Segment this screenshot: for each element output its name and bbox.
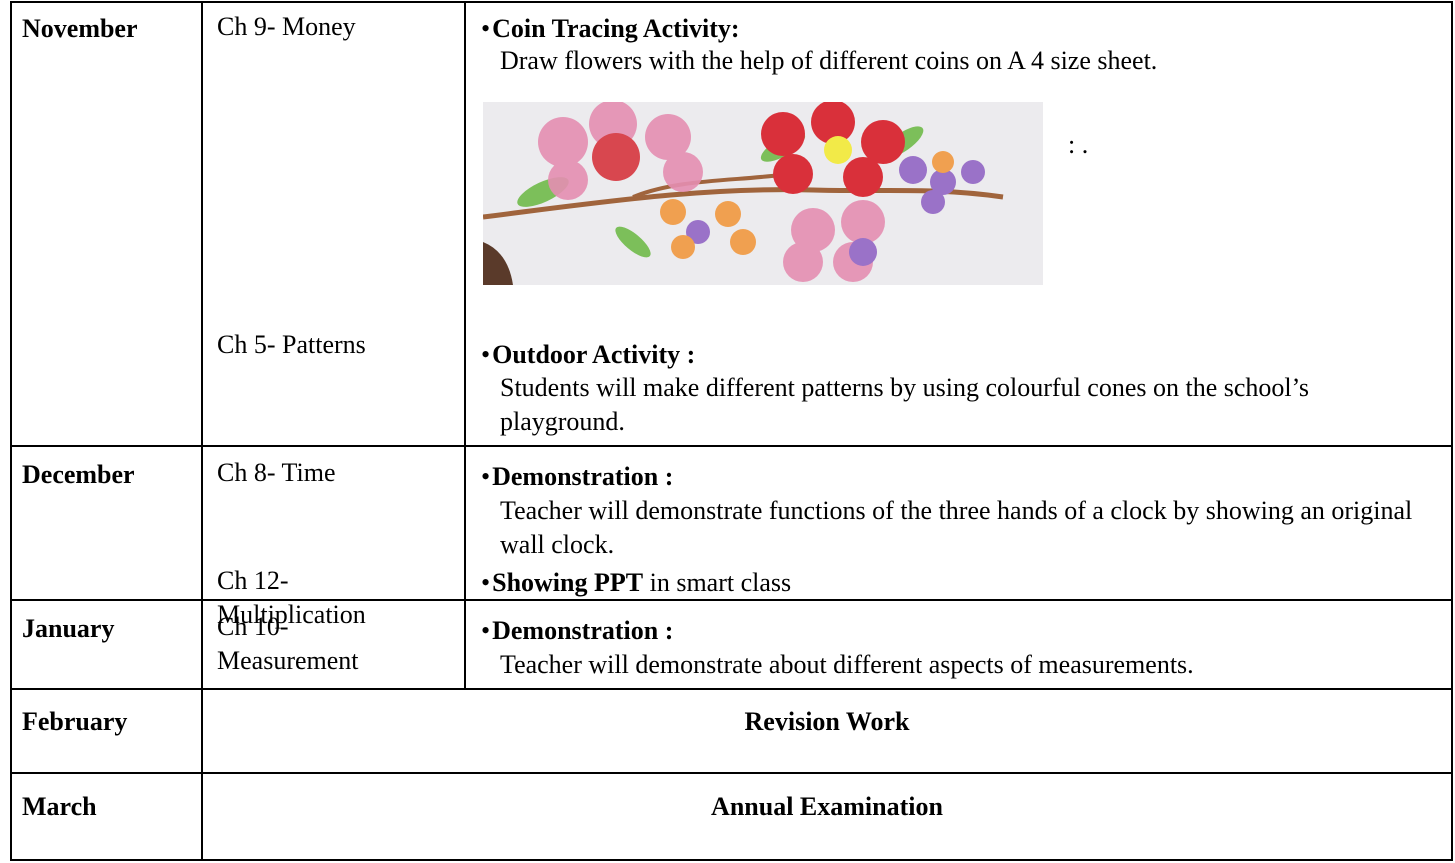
rule bbox=[464, 1, 466, 690]
month: November bbox=[22, 14, 138, 43]
month: January bbox=[22, 614, 115, 643]
activity-line: Showing PPT in smart class bbox=[481, 566, 791, 600]
activity-text: in smart class bbox=[649, 568, 792, 597]
flower-image bbox=[483, 102, 1043, 285]
activity-heading: Outdoor Activity : bbox=[481, 338, 695, 372]
month: February bbox=[22, 707, 128, 736]
month: March bbox=[22, 792, 97, 821]
activity: Annual Examination bbox=[711, 792, 943, 821]
heading-text: Coin Tracing Activity: bbox=[492, 14, 740, 43]
month: December bbox=[22, 460, 135, 489]
activity-heading: Showing PPT bbox=[492, 568, 644, 597]
activity-heading: Demonstration : bbox=[481, 460, 673, 494]
rule bbox=[10, 772, 1453, 774]
rule bbox=[10, 1, 12, 861]
rule bbox=[201, 1, 203, 861]
heading-text: Demonstration : bbox=[492, 616, 674, 645]
rule bbox=[10, 599, 1453, 601]
rule bbox=[10, 688, 1453, 690]
activity: Revision Work bbox=[744, 707, 910, 736]
chapter: Ch 8- Time bbox=[217, 458, 336, 487]
activity-text: Draw flowers with the help of different … bbox=[500, 46, 1158, 75]
heading-text: Outdoor Activity : bbox=[492, 340, 696, 369]
chapter: Ch 5- Patterns bbox=[217, 330, 366, 359]
activity-text: Students will make different patterns by… bbox=[500, 373, 1309, 436]
heading-text: Demonstration : bbox=[492, 462, 674, 491]
rule bbox=[10, 445, 1453, 447]
chapter: Ch 10- Measurement bbox=[217, 612, 359, 675]
activity-heading: Coin Tracing Activity: bbox=[481, 12, 740, 46]
chapter: Ch 12- Multiplication bbox=[217, 566, 366, 629]
rule bbox=[10, 859, 1453, 861]
rule bbox=[10, 1, 1453, 3]
activity-text: Teacher will demonstrate functions of th… bbox=[500, 496, 1413, 559]
activity-text: Teacher will demonstrate about different… bbox=[500, 650, 1194, 679]
rule bbox=[1451, 1, 1453, 861]
chapter: Ch 9- Money bbox=[217, 12, 356, 41]
note: : . bbox=[1068, 130, 1089, 159]
activity-heading: Demonstration : bbox=[481, 614, 673, 648]
